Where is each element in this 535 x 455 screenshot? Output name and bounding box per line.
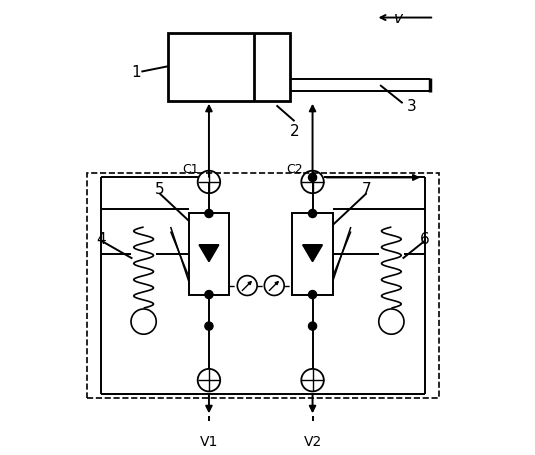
Circle shape: [205, 291, 213, 299]
Text: C1: C1: [182, 162, 199, 176]
Polygon shape: [199, 245, 219, 262]
Bar: [87, 173, 439, 398]
Text: v: v: [394, 11, 403, 26]
Text: 6: 6: [421, 231, 430, 246]
Text: 4: 4: [96, 231, 105, 246]
Circle shape: [309, 210, 317, 218]
Text: C2: C2: [286, 162, 303, 176]
Circle shape: [309, 174, 317, 182]
Text: 1: 1: [132, 65, 141, 80]
Circle shape: [205, 210, 213, 218]
Text: 5: 5: [155, 182, 164, 197]
Text: 2: 2: [290, 124, 300, 139]
Polygon shape: [303, 245, 323, 262]
Circle shape: [309, 291, 317, 299]
Circle shape: [205, 322, 213, 330]
Bar: [292, 214, 333, 295]
Bar: [189, 214, 229, 295]
Text: 7: 7: [362, 182, 371, 197]
Bar: [169, 34, 290, 101]
Circle shape: [309, 322, 317, 330]
Text: 3: 3: [407, 99, 417, 114]
Text: V2: V2: [303, 434, 322, 448]
Text: V1: V1: [200, 434, 218, 448]
